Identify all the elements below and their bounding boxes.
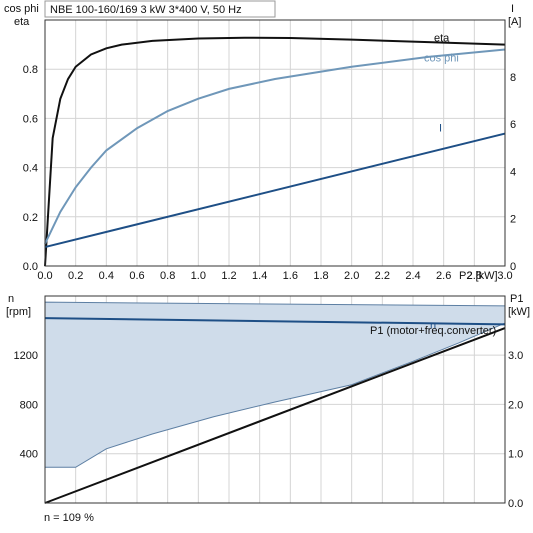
bottom-right-tick-label: 0.0 [508,498,523,510]
x-tick-label: 1.4 [252,270,267,282]
series-line-cos-phi [44,48,506,245]
top-right-tick-label: 6 [510,119,516,131]
series-label-eta: eta [434,33,450,45]
x-tick-label: 1.2 [221,270,236,282]
top-left-tick-label: 0.8 [23,64,38,76]
bottom-right-tick-label: 3.0 [508,350,523,362]
chart-title-box [44,0,276,18]
top-left-tick-label: 0.2 [23,212,38,224]
series-line-bottom [44,317,506,326]
top-left-tick-label: 0.6 [23,113,38,125]
bottom-right-tick-label: 2.0 [508,399,523,411]
series-layer [44,36,506,504]
x-tick-label: 2.2 [375,270,390,282]
series-line-bottom [44,327,506,504]
top-y-label-eta: eta [14,16,30,28]
series-label-n: n [430,319,436,331]
x-tick-label: 1.6 [283,270,298,282]
chart-title: NBE 100-160/169 3 kW 3*400 V, 50 Hz [50,4,242,16]
bottom-left-tick-label: 1200 [14,350,38,362]
x-tick-label: 0.4 [99,270,114,282]
top-left-tick-label: 0.4 [23,163,38,175]
x-tick-label: 1.0 [191,270,206,282]
top-right-tick-label: 4 [510,166,516,178]
top-chart-frame [44,19,506,267]
bottom-right-label-p1: P1 [510,293,523,305]
series-label-p1: P1 (motor+freq.converter) [370,325,496,337]
series-line-I [44,132,506,249]
bottom-right-label-unit: [kW] [508,306,530,318]
x-tick-label: 2.8 [467,270,482,282]
x-tick-label: 2.4 [405,270,420,282]
bottom-right-tick-label: 1.0 [508,449,523,461]
top-right-tick-label: 8 [510,72,516,84]
top-right-tick-label: 0 [510,261,516,273]
bottom-y-label-rpm: [rpm] [6,306,31,318]
top-right-label-i: I [511,3,514,15]
x-tick-label: 3.0 [497,270,512,282]
x-tick-label: 0.0 [37,270,52,282]
series-line-eta [44,36,506,267]
x-tick-label: 1.8 [313,270,328,282]
bottom-left-tick-label: 800 [20,399,38,411]
bottom-chart-frame [44,295,506,504]
x-tick-label: 0.8 [160,270,175,282]
x-tick-label: 0.6 [129,270,144,282]
x-tick-label: 2.6 [436,270,451,282]
top-left-tick-label: 0.0 [23,261,38,273]
x-tick-label: 0.2 [68,270,83,282]
bottom-y-label-n: n [8,293,14,305]
top-y-label-cosphi: cos phi [4,3,39,15]
top-right-label-unit: [A] [508,16,521,28]
x-tick-label: 2.0 [344,270,359,282]
bottom-left-tick-label: 400 [20,449,38,461]
speed-annotation: n = 109 % [44,512,94,524]
series-label-i: I [439,123,442,135]
tick-labels: 0.0 0.2 0.4 0.6 0.8 1.0 1.2 1.4 1.6 1.8 2.0 2.2 2.4 2… [14,64,524,510]
series-label-cosphi: cos phi [424,53,459,65]
top-right-tick-label: 2 [510,214,516,226]
top-x-label: P2 [kW] [459,270,498,282]
